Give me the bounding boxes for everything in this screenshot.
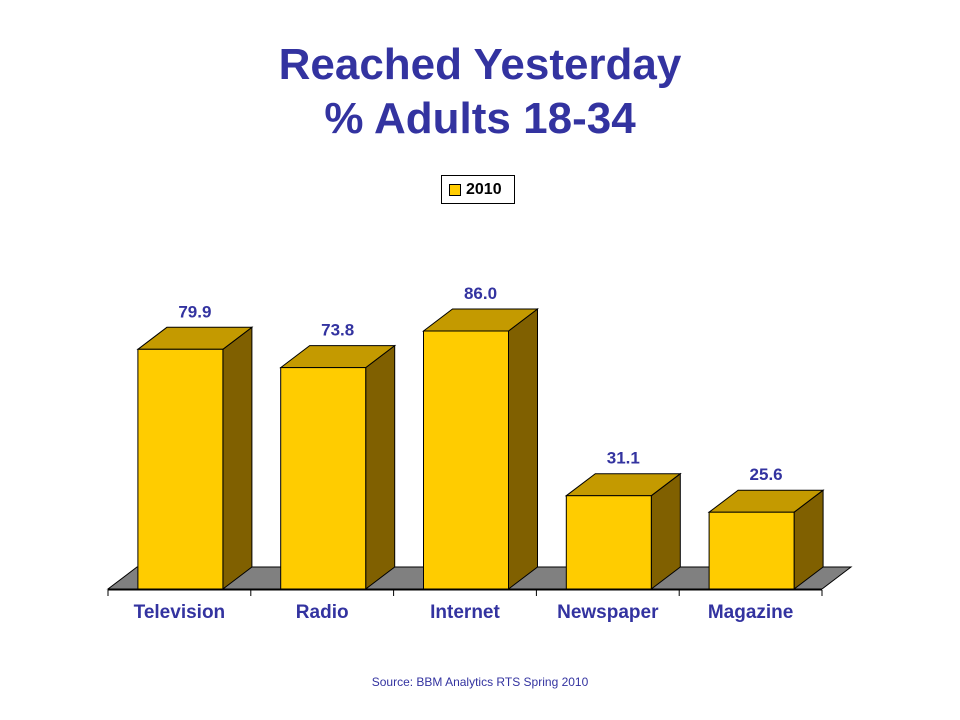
x-tick-label: Magazine xyxy=(708,602,794,623)
data-label: 31.1 xyxy=(607,449,640,468)
bar xyxy=(137,348,224,590)
data-label: 73.8 xyxy=(321,321,354,340)
chart-title: Reached Yesterday % Adults 18-34 xyxy=(0,38,960,146)
legend-swatch xyxy=(449,183,461,196)
chart-title-line1: Reached Yesterday xyxy=(278,40,682,89)
source-note: Source: BBM Analytics RTS Spring 2010 xyxy=(371,675,589,689)
bar xyxy=(565,495,652,590)
x-tick-label: Newspaper xyxy=(557,602,659,623)
legend-label: 2010 xyxy=(466,180,502,198)
bar xyxy=(708,511,795,590)
chart-legend: 2010 xyxy=(441,175,515,204)
bar-side xyxy=(222,326,253,591)
x-tick-label: Television xyxy=(134,602,226,623)
data-label: 25.6 xyxy=(750,465,783,484)
bar xyxy=(423,330,509,590)
data-label: 79.9 xyxy=(178,302,211,321)
chart-title-line2: % Adults 18-34 xyxy=(324,94,636,143)
bar-side xyxy=(508,307,538,591)
bar-side xyxy=(365,344,396,591)
x-tick-label: Radio xyxy=(296,602,349,623)
data-label: 86.0 xyxy=(464,284,497,303)
x-tick-label: Internet xyxy=(430,602,500,623)
bar xyxy=(280,367,367,590)
